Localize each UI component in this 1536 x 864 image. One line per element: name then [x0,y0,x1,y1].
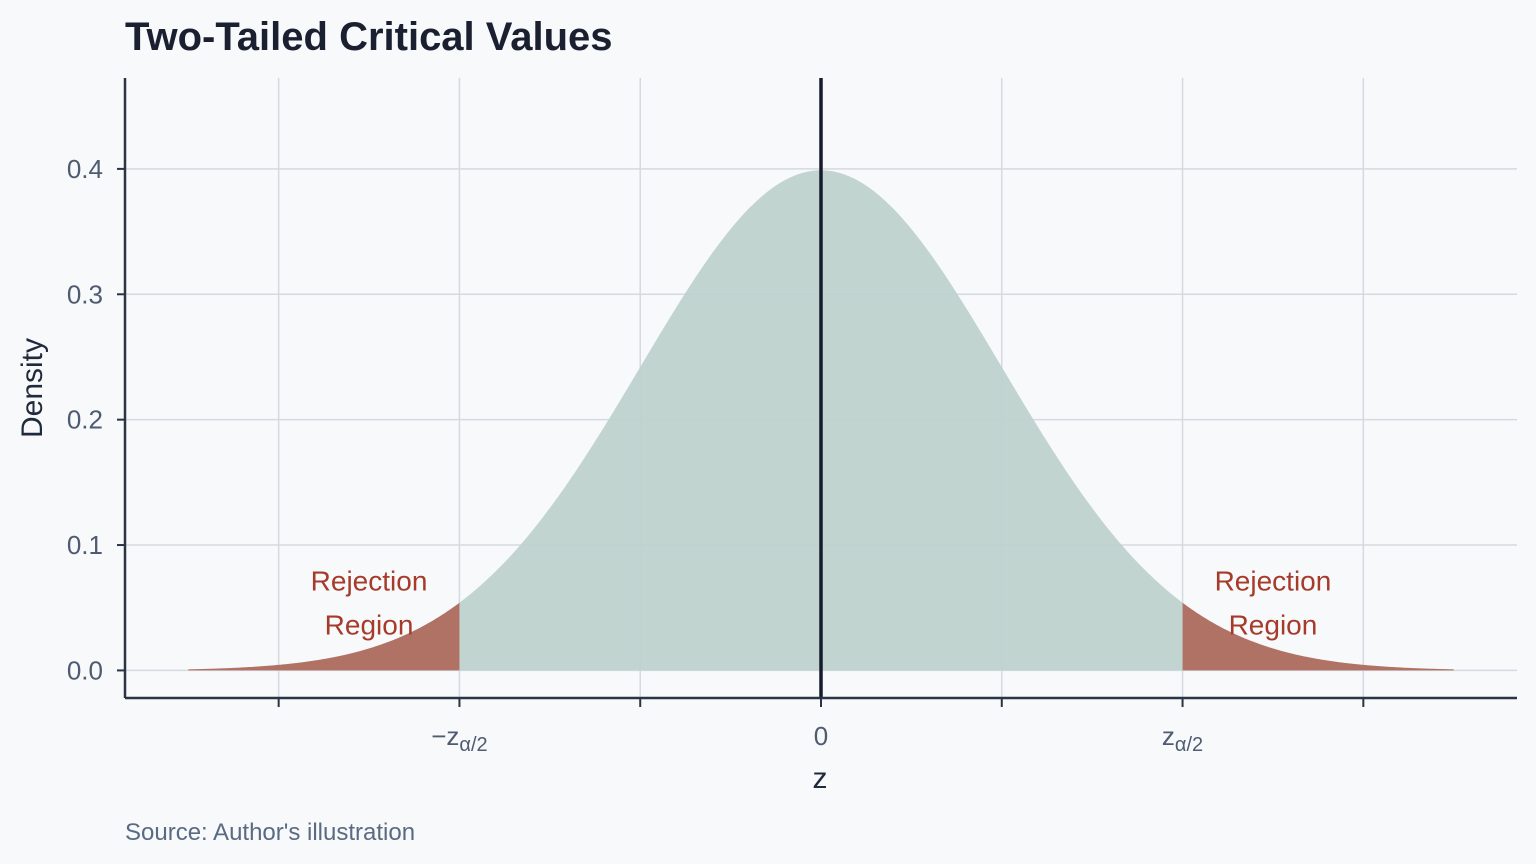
x-tick-label-main: z [1162,721,1175,751]
y-axis-label: Density [16,338,49,438]
source-note: Source: Author's illustration [125,819,415,846]
x-tick-label-main: 0 [814,721,828,751]
annotation-line: Rejection [1215,566,1332,597]
y-tick-label-1: 0.1 [67,530,103,560]
y-tick-label-2: 0.2 [67,405,103,435]
x-tick-label-0: −zα/2 [431,721,487,756]
x-tick-label-main: −z [431,721,459,751]
y-tick-label-0: 0.0 [67,655,103,685]
text-layer: Two-Tailed Critical Values z Density Sou… [16,15,1331,846]
rejection-region-annotation-1: Rejection Region [1215,566,1332,641]
chart-title: Two-Tailed Critical Values [125,15,613,59]
x-tick-label-subscript: α/2 [459,734,487,756]
axes-layer [117,78,1517,707]
x-tick-label-2: zα/2 [1162,721,1203,756]
rejection-region-annotation-0: Rejection Region [311,566,428,641]
y-tick-label-3: 0.3 [67,279,103,309]
annotation-line: Region [1229,610,1318,641]
right-rejection-area [1182,602,1454,671]
x-tick-label-subscript: α/2 [1175,734,1203,756]
x-axis-label: z [813,762,828,795]
x-tick-label-1: 0 [814,721,828,751]
annotation-line: Rejection [311,566,428,597]
annotation-line: Region [325,610,414,641]
left-rejection-area [188,602,460,671]
y-tick-label-4: 0.4 [67,154,103,184]
